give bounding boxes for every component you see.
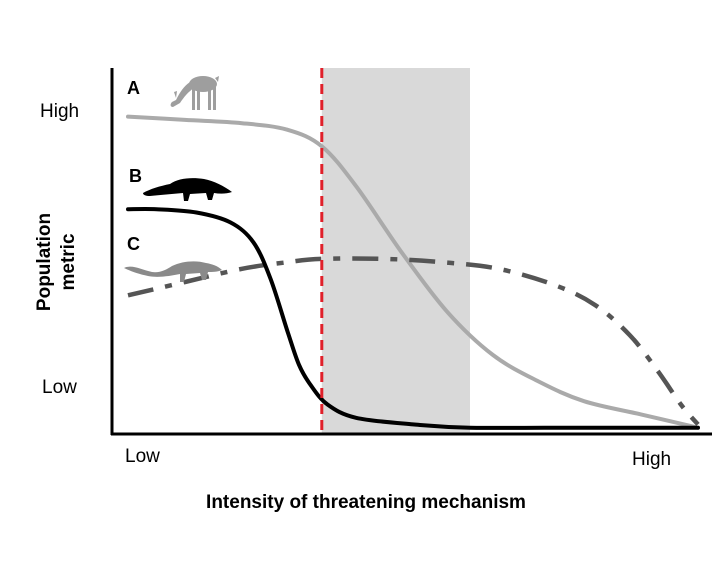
- y-axis-title: Population metric: [34, 213, 79, 311]
- y-axis-title-line-1: Population: [34, 213, 55, 311]
- series-c-line: [127, 256, 700, 426]
- series-c-label: C: [127, 234, 140, 254]
- shaded-region: [321, 68, 470, 434]
- anteater-icon: [143, 178, 232, 201]
- x-axis-title: Intensity of threatening mechanism: [206, 492, 526, 513]
- series-b-label: B: [129, 166, 142, 186]
- series-a-line: [126, 114, 700, 430]
- mongoose-icon: [124, 261, 222, 282]
- deer-icon: [170, 76, 219, 110]
- y-tick-high: High: [40, 101, 79, 122]
- series-b-line: [126, 206, 700, 430]
- x-tick-high: High: [632, 449, 671, 470]
- series-a-label: A: [127, 78, 140, 98]
- x-tick-low: Low: [125, 446, 160, 467]
- y-tick-low: Low: [42, 377, 77, 398]
- y-axis-title-line-2: metric: [58, 233, 79, 290]
